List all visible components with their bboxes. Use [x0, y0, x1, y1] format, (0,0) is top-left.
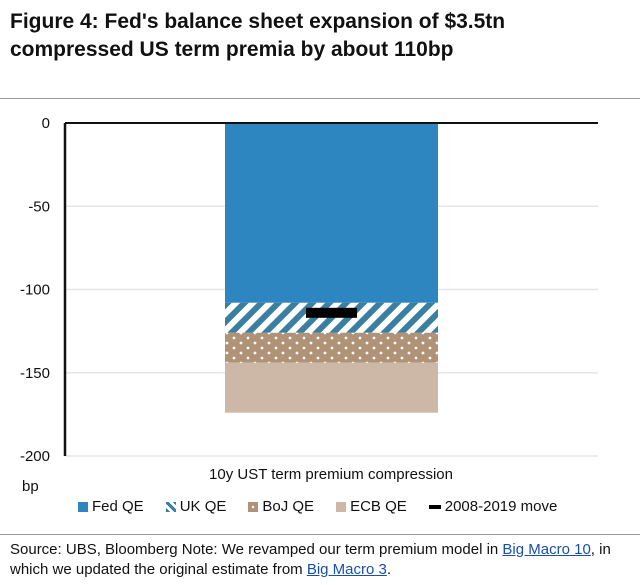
bar-boj-qe	[225, 332, 438, 363]
title-line-2: compressed US term premia by about 110bp	[10, 38, 454, 61]
divider	[0, 98, 640, 99]
marker-2008-2019-move	[306, 307, 357, 318]
legend-item: Fed QE	[78, 498, 144, 515]
legend-label: ECB QE	[350, 498, 407, 515]
big-macro-10-link[interactable]: Big Macro 10	[502, 541, 591, 558]
y-axis-unit: bp	[22, 478, 39, 495]
legend-swatch	[165, 501, 176, 512]
source-text-2: , in which we updated the original estim…	[10, 541, 611, 578]
figure-title: Figure 4: Fed's balance sheet expansion …	[10, 8, 505, 64]
chart: 0 -50 -100 -150 -200 10y UST term premium com…	[20, 115, 598, 495]
legend-swatch	[336, 501, 347, 512]
legend-swatch	[248, 501, 259, 512]
legend-item: ECB QE	[336, 498, 407, 515]
legend-label: BoJ QE	[262, 498, 315, 515]
divider	[0, 534, 640, 535]
legend-swatch	[428, 504, 441, 509]
legend: Fed QE UK QE BoJ QE ECB QE 2008-2019 move	[78, 498, 557, 515]
source-note: Source: UBS, Bloomberg Note: We revamped…	[10, 540, 640, 580]
legend-item: UK QE	[165, 498, 227, 515]
title-line-1: Figure 4: Fed's balance sheet expansion …	[10, 10, 506, 33]
y-tick-label: -100	[20, 282, 50, 299]
y-tick-label: 0	[42, 115, 50, 132]
bar-ecb-qe	[225, 362, 438, 413]
source-text-3: .	[386, 561, 392, 578]
x-category-label: 10y UST term premium compression	[209, 466, 453, 483]
bar-fed-qe	[225, 123, 438, 303]
legend-label: UK QE	[179, 498, 227, 515]
legend-swatch	[78, 501, 88, 512]
y-tick-label: -150	[20, 365, 50, 382]
y-tick-label: -200	[20, 448, 50, 465]
big-macro-3-link[interactable]: Big Macro 3	[306, 561, 387, 578]
legend-item: 2008-2019 move	[428, 498, 558, 515]
legend-label: Fed QE	[92, 498, 144, 515]
legend-item: BoJ QE	[248, 498, 314, 515]
y-tick-label: -50	[28, 198, 50, 215]
source-text: Source: UBS, Bloomberg Note: We revamped…	[10, 541, 503, 558]
legend-label: 2008-2019 move	[444, 498, 558, 515]
